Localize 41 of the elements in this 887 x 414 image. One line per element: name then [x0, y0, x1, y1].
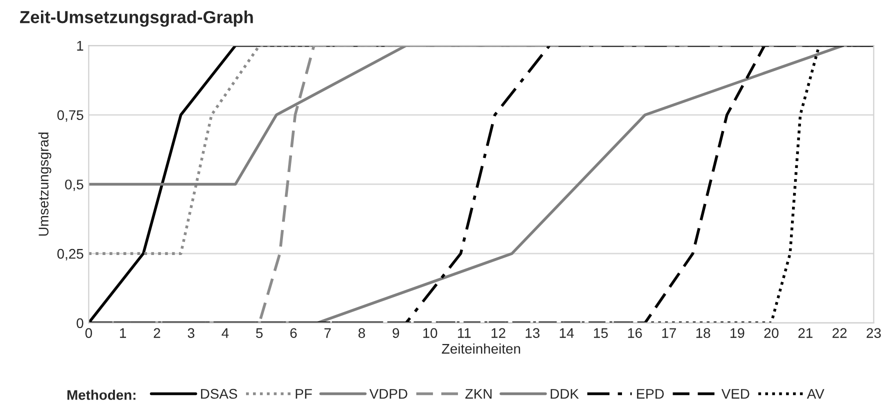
- legend-label: EPD: [637, 389, 664, 399]
- legend-label: VDPD: [369, 389, 408, 399]
- legend-label: DDK: [550, 389, 579, 399]
- chart-title: Zeit-Umsetzungsgrad-Graph: [20, 10, 253, 27]
- x-tick-label: 12: [492, 328, 506, 338]
- x-tick-label: 21: [798, 328, 812, 338]
- legend-label: ZKN: [465, 389, 492, 399]
- x-tick-label: 2: [154, 328, 160, 338]
- legend-title: Methoden:: [67, 390, 136, 400]
- y-axis-title: Umsetzungsgrad: [38, 132, 52, 236]
- x-tick-label: 16: [628, 328, 642, 338]
- x-axis-title: Zeiteinheiten: [442, 344, 520, 354]
- y-tick-label: 1: [77, 41, 84, 51]
- y-tick-label: 0,25: [57, 248, 84, 260]
- x-tick-label: 10: [423, 328, 438, 338]
- x-tick-label: 3: [188, 328, 194, 338]
- x-tick-label: 17: [662, 328, 676, 338]
- x-tick-label: 8: [358, 328, 365, 338]
- x-tick-label: 9: [392, 328, 400, 338]
- y-tick-label: 0: [76, 318, 84, 328]
- x-tick-label: 6: [290, 328, 297, 338]
- y-tick-label: 0,75: [57, 110, 84, 122]
- legend-label: PF: [296, 389, 312, 399]
- legend-label: AV: [806, 389, 824, 399]
- x-tick-label: 11: [458, 328, 471, 338]
- x-tick-label: 18: [696, 328, 710, 338]
- x-tick-label: 13: [526, 328, 540, 338]
- x-tick-label: 0: [85, 328, 92, 338]
- x-tick-label: 15: [594, 328, 608, 338]
- x-tick-label: 19: [730, 328, 744, 338]
- x-tick-label: 14: [560, 328, 574, 338]
- legend-label: DSAS: [201, 388, 238, 399]
- y-tick-label: 0,5: [65, 180, 84, 192]
- x-tick-label: 4: [222, 328, 229, 338]
- x-tick-label: 1: [120, 328, 126, 338]
- x-tick-label: 7: [324, 328, 331, 338]
- x-tick-label: 23: [866, 328, 881, 338]
- legend-label: VED: [721, 389, 750, 399]
- x-tick-label: 5: [256, 328, 263, 338]
- x-tick-label: 22: [832, 328, 847, 338]
- x-tick-label: 20: [764, 328, 778, 338]
